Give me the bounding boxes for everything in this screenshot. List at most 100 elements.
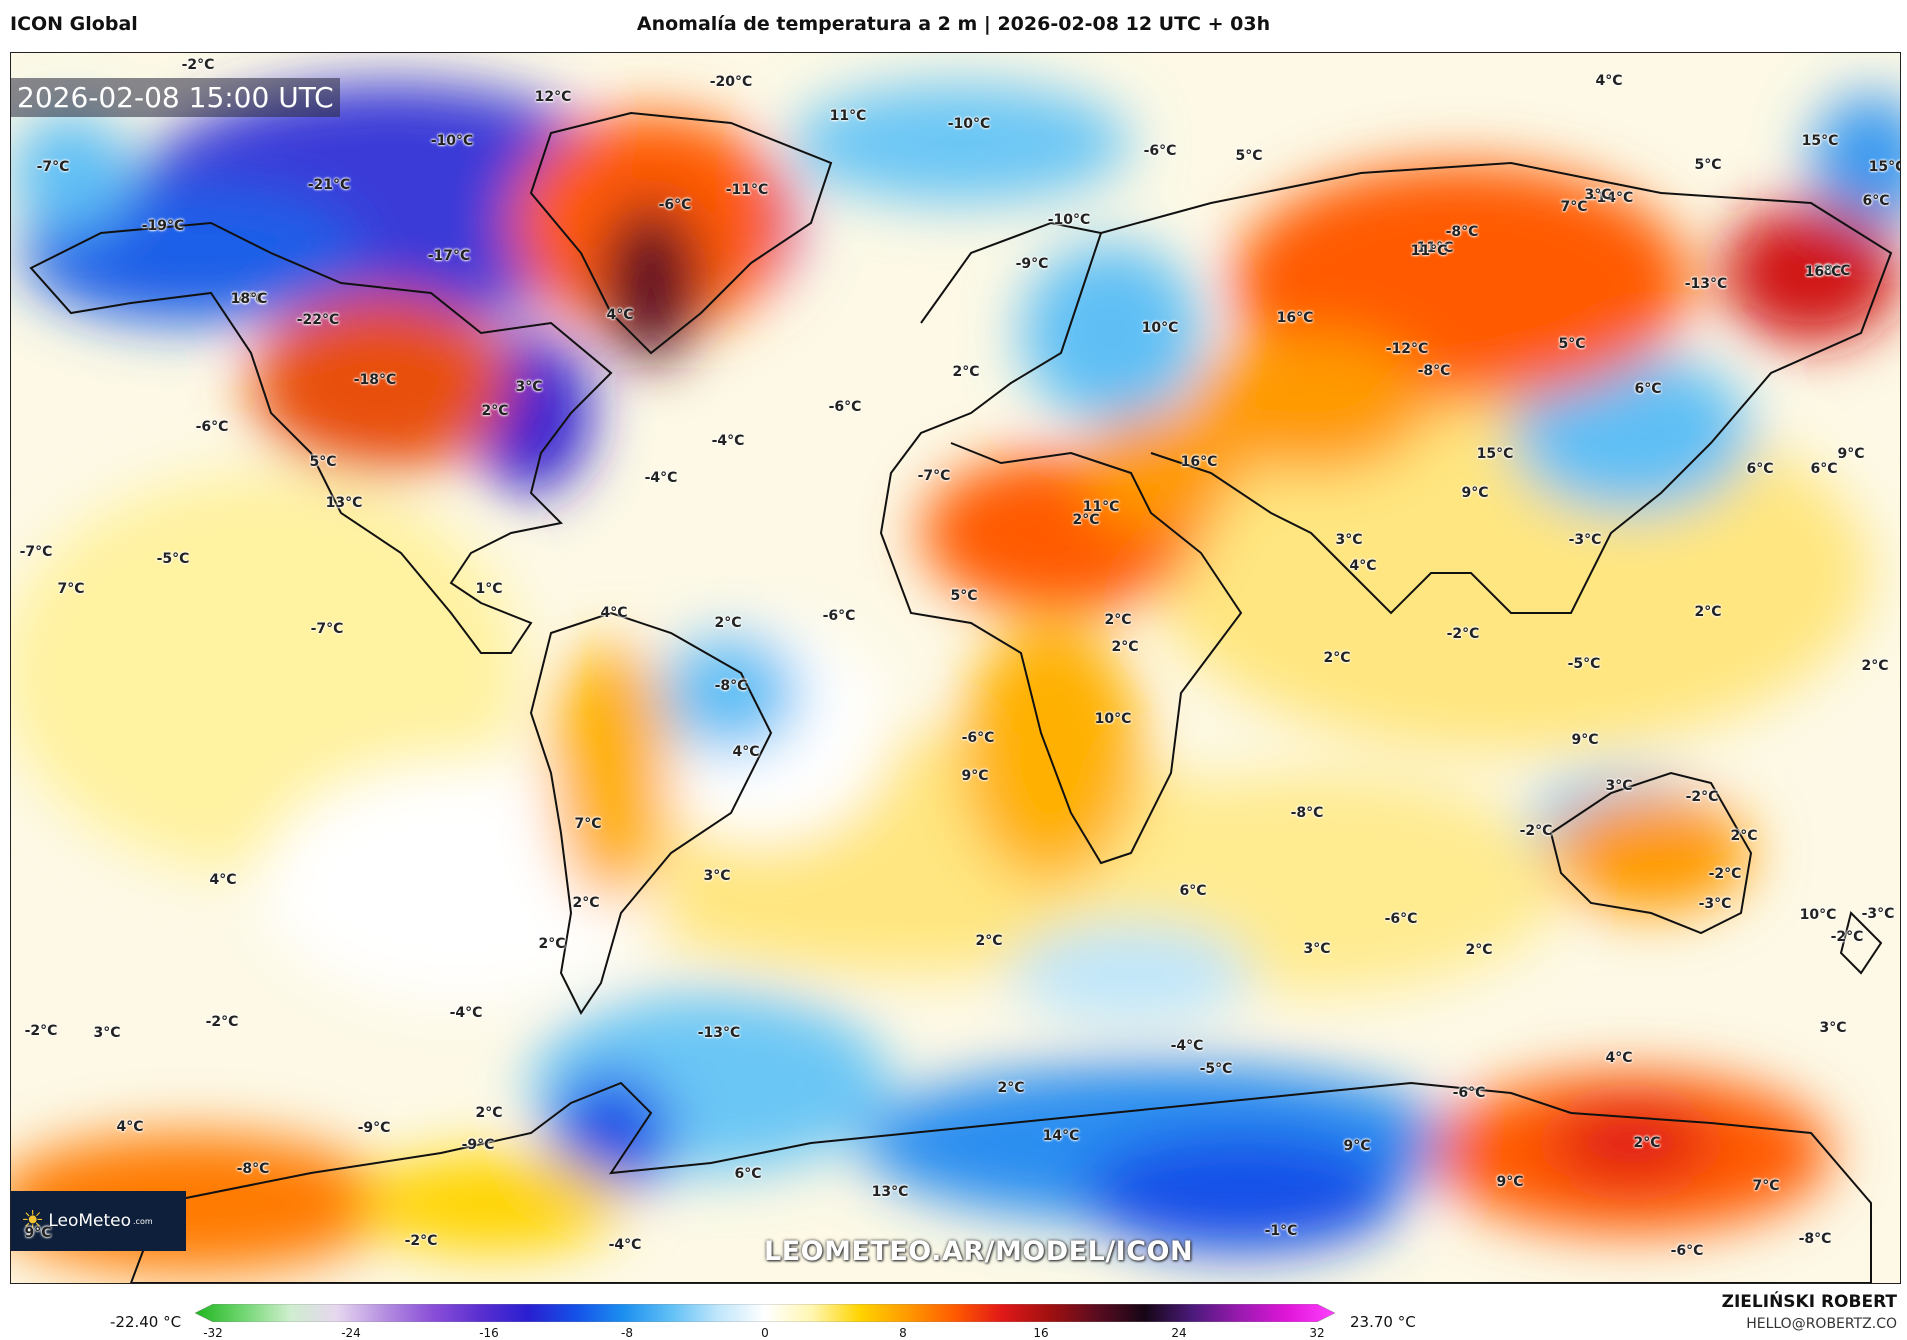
temperature-label: -9°C [357, 1120, 391, 1136]
temperature-label: 7°C [1560, 199, 1588, 215]
temperature-label: 7°C [57, 581, 85, 597]
temperature-label: -6°C [961, 730, 995, 746]
colorbar-tick-label: 8 [899, 1326, 907, 1340]
temperature-label: -2°C [1685, 789, 1719, 805]
temperature-label: 18°C [230, 291, 268, 307]
temperature-label: 2°C [1694, 604, 1722, 620]
temperature-label: 9°C [1571, 732, 1599, 748]
temperature-label: -13°C [697, 1025, 741, 1041]
temperature-label: 15°C [1476, 446, 1514, 462]
temperature-label: -14°C [1590, 190, 1634, 206]
temperature-label: 4°C [732, 744, 760, 760]
temperature-label: 2°C [1633, 1135, 1661, 1151]
temperature-label: 1°C [475, 581, 503, 597]
temperature-label: 9°C [961, 768, 989, 784]
temperature-label: 9°C [1343, 1138, 1371, 1154]
temperature-label: -19°C [141, 218, 185, 234]
temperature-label: 6°C [1810, 461, 1838, 477]
temperature-label: -6°C [1452, 1085, 1486, 1101]
temperature-label: -2°C [1708, 866, 1742, 882]
temperature-label: 13°C [871, 1184, 909, 1200]
temperature-label: 3°C [1605, 778, 1633, 794]
logo-text: LeoMeteo [48, 1211, 131, 1231]
temperature-label: -5°C [1199, 1061, 1233, 1077]
temperature-label: 6°C [1746, 461, 1774, 477]
temperature-label: -2°C [181, 57, 215, 73]
temperature-label: -8°C [714, 678, 748, 694]
temperature-label: 10°C [1094, 711, 1132, 727]
temperature-label: 2°C [481, 403, 509, 419]
temperature-label: 15°C [1868, 159, 1900, 175]
temperature-label: 2°C [1104, 612, 1132, 628]
temperature-label: 6°C [1862, 193, 1890, 209]
temperature-label: 14°C [1042, 1128, 1080, 1144]
temperature-label: 3°C [1819, 1020, 1847, 1036]
temperature-label: -1°C [1264, 1223, 1298, 1239]
temperature-label: 2°C [952, 364, 980, 380]
temperature-label: -4°C [608, 1237, 642, 1253]
temperature-label: -7°C [19, 544, 53, 560]
temperature-label: -4°C [644, 470, 678, 486]
temperature-label: 18°C [1813, 263, 1851, 279]
temperature-label: -4°C [711, 433, 745, 449]
map-title: Anomalía de temperatura a 2 m | 2026-02-… [636, 13, 1271, 35]
temperature-label: 11°C [1410, 243, 1448, 259]
temperature-label: -6°C [828, 399, 862, 415]
temperature-label: -2°C [404, 1233, 438, 1249]
temperature-label: 4°C [116, 1119, 144, 1135]
temperature-label: 2°C [1111, 639, 1139, 655]
temperature-label: 2°C [1072, 512, 1100, 528]
temperature-label: -6°C [1143, 143, 1177, 159]
temperature-label: -9°C [461, 1137, 495, 1153]
temperature-label: 9°C [1496, 1174, 1524, 1190]
temperature-label: -11°C [725, 182, 769, 198]
temperature-label: -6°C [195, 419, 229, 435]
temperature-label: -18°C [353, 372, 397, 388]
temperature-label: 12°C [534, 89, 572, 105]
temperature-label: -8°C [1417, 363, 1451, 379]
temperature-label: 4°C [209, 872, 237, 888]
temperature-label: -6°C [1670, 1243, 1704, 1259]
temperature-label: -2°C [205, 1014, 239, 1030]
temperature-label: -8°C [1798, 1231, 1832, 1247]
temperature-label: 11°C [829, 108, 867, 124]
temperature-label: 3°C [1335, 532, 1363, 548]
anomaly-map[interactable]: 2026-02-08 15:00 UTC ☀ LeoMeteo .com LEO… [10, 52, 1901, 1284]
temperature-label: -6°C [658, 197, 692, 213]
temperature-label: -2°C [1830, 929, 1864, 945]
leometeo-logo: ☀ LeoMeteo .com [11, 1191, 186, 1251]
temperature-label: -4°C [232, 291, 266, 307]
temperature-label: 3°C [93, 1025, 121, 1041]
colorbar-min-label: -22.40 °C [110, 1313, 182, 1331]
temperature-label: -3°C [1568, 532, 1602, 548]
colorbar-tick-label: -24 [341, 1326, 361, 1340]
model-name: ICON Global [10, 13, 138, 35]
temperature-label: -4°C [449, 1005, 483, 1021]
temperature-label: 2°C [997, 1080, 1025, 1096]
temperature-label: 4°C [600, 605, 628, 621]
colorbar-max-label: 23.70 °C [1350, 1313, 1416, 1331]
temperature-label: 11°C [1416, 240, 1454, 256]
temperature-label: -22°C [296, 312, 340, 328]
temperature-label: 3°C [1584, 187, 1612, 203]
temperature-label: 5°C [1558, 336, 1586, 352]
colorbar-tick-label: -32 [203, 1326, 223, 1340]
temperature-label: -7°C [917, 468, 951, 484]
temperature-label: -21°C [307, 177, 351, 193]
logo-suffix: .com [133, 1216, 153, 1226]
map-background [11, 53, 1900, 1283]
temperature-label: -8°C [1445, 224, 1479, 240]
temperature-label: 4°C [606, 307, 634, 323]
colorbar-tick-label: 0 [761, 1326, 769, 1340]
temperature-label: 13°C [325, 495, 363, 511]
author-email: HELLO@ROBERTZ.CO [1746, 1316, 1897, 1332]
temperature-label: -8°C [1290, 805, 1324, 821]
temperature-label: 16°C [1804, 264, 1842, 280]
temperature-label: 2°C [1730, 828, 1758, 844]
temperature-label: -20°C [709, 74, 753, 90]
temperature-label: -10°C [947, 116, 991, 132]
temperature-label: 15°C [1801, 133, 1839, 149]
colorbar-tick-label: 16 [1033, 1326, 1049, 1340]
temperature-label: 4°C [1595, 73, 1623, 89]
temperature-label: 6°C [1179, 883, 1207, 899]
